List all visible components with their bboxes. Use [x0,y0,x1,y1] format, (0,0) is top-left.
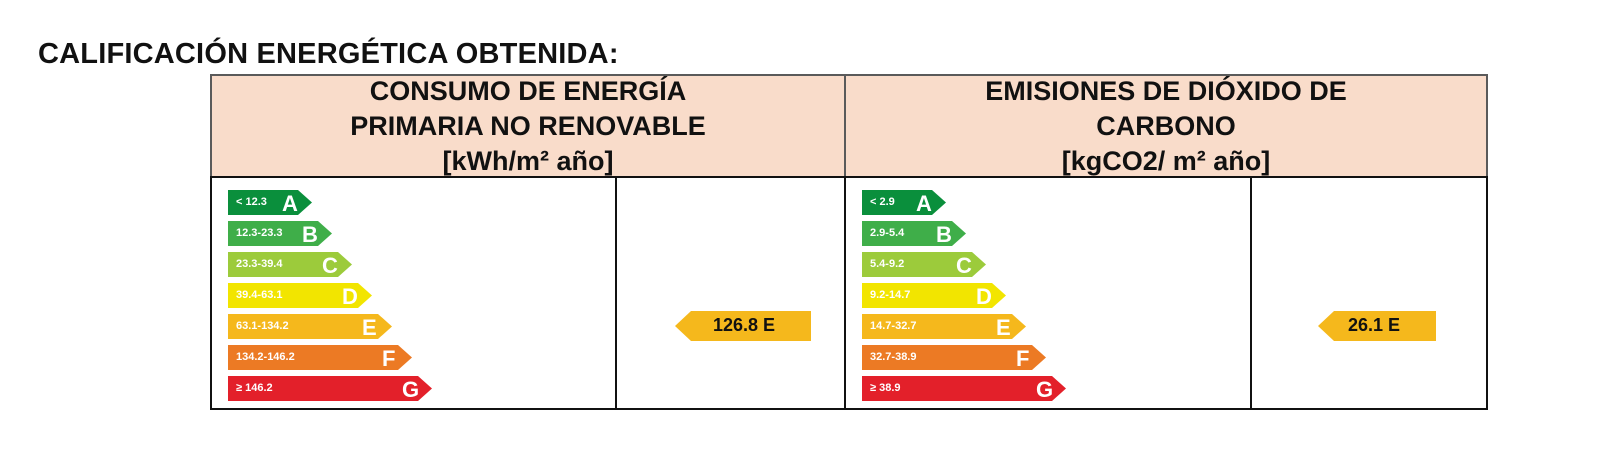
energy-result-value: 126.8 E [713,315,776,335]
energy-rating-arrow-a [228,190,312,215]
energy-range-label: 63.1-134.2 [236,320,289,332]
energy-result-arrow [675,311,811,341]
co2-rating-scale: < 2.9 A 2.9-5.4 B 5.4-9.2 C 9.2-14.7 D 14.7-32.7… [844,176,1252,410]
energy-range-label: < 12.3 [236,196,267,208]
energy-rating-arrow-f [228,345,412,370]
co2-class-letter: B [936,222,952,247]
co2-rating-bar-c: 5.4-9.2 C [862,252,986,278]
energy-rating-bar-e: 63.1-134.2 E [228,314,392,340]
energy-result-cell: 126.8 E [615,176,846,410]
co2-class-letter: C [956,253,972,278]
co2-range-label: 5.4-9.2 [870,258,905,270]
energy-rating-arrow-b [228,221,332,246]
co2-header-line2: CARBONO [1096,110,1236,141]
energy-certificate-table: CONSUMO DE ENERGÍA PRIMARIA NO RENOVABLE… [210,74,1488,410]
energy-rating-scale: < 12.3 A 12.3-23.3 B 23.3-39.4 C 39.4-63.1 D 63.… [210,176,617,410]
co2-rating-bar-b: 2.9-5.4 B [862,221,966,247]
energy-range-label: 39.4-63.1 [236,289,283,301]
co2-range-label: 2.9-5.4 [870,227,905,239]
energy-rating-arrow-e [228,314,392,339]
energy-rating-bar-b: 12.3-23.3 B [228,221,332,247]
co2-rating-bar-f: 32.7-38.9 F [862,345,1046,371]
co2-rating-bar-a: < 2.9 A [862,190,946,216]
energy-range-label: 23.3-39.4 [236,258,283,270]
energy-class-letter: G [402,377,420,402]
energy-rating-bar-d: 39.4-63.1 D [228,283,372,309]
energy-rating-arrow-c [228,252,352,277]
co2-emissions-header: EMISIONES DE DIÓXIDO DE CARBONO [kgCO2/ … [844,74,1488,178]
energy-class-letter: E [362,315,377,340]
co2-rating-arrow-b [862,221,966,246]
page-title: CALIFICACIÓN ENERGÉTICA OBTENIDA: [38,38,619,70]
energy-header-line1: CONSUMO DE ENERGÍA [369,75,687,106]
co2-rating-arrow-c [862,252,986,277]
energy-class-letter: B [302,222,318,247]
co2-rating-arrow-d [862,283,1006,308]
energy-header-line2: PRIMARIA NO RENOVABLE [350,110,706,141]
co2-class-letter: D [976,284,992,309]
co2-rating-arrow-f [862,345,1046,370]
energy-range-label: 134.2-146.2 [236,351,295,363]
energy-class-letter: A [282,191,298,216]
co2-range-label: < 2.9 [870,196,895,208]
co2-rating-arrow-a [862,190,946,215]
co2-rating-arrow-e [862,314,1026,339]
co2-scale-ladder: < 2.9 A 2.9-5.4 B 5.4-9.2 C 9.2-14.7 D 14.7-32.7… [862,190,1066,407]
co2-class-letter: A [916,191,932,216]
co2-result-value: 26.1 E [1348,315,1401,335]
co2-result-arrow [1318,311,1436,341]
co2-rating-bar-d: 9.2-14.7 D [862,283,1006,309]
co2-range-label: 32.7-38.9 [870,351,917,363]
co2-range-label: 14.7-32.7 [870,320,917,332]
energy-header-unit: [kWh/m² año] [442,145,614,176]
co2-rating-bar-g: ≥ 38.9 G [862,376,1066,402]
energy-rating-arrow-g [228,376,432,401]
energy-class-letter: F [382,346,396,371]
energy-consumption-header: CONSUMO DE ENERGÍA PRIMARIA NO RENOVABLE… [210,74,846,178]
co2-header-unit: [kgCO2/ m² año] [1061,145,1271,176]
co2-rating-arrow-g [862,376,1066,401]
co2-class-letter: E [996,315,1011,340]
energy-scale-ladder: < 12.3 A 12.3-23.3 B 23.3-39.4 C 39.4-63.1 D 63.… [228,190,432,407]
co2-range-label: 9.2-14.7 [870,289,911,301]
energy-rating-bar-f: 134.2-146.2 F [228,345,412,371]
co2-range-label: ≥ 38.9 [870,382,901,394]
co2-class-letter: F [1016,346,1030,371]
energy-range-label: 12.3-23.3 [236,227,283,239]
energy-rating-bar-g: ≥ 146.2 G [228,376,432,402]
energy-range-label: ≥ 146.2 [236,382,273,394]
co2-rating-bar-e: 14.7-32.7 E [862,314,1026,340]
co2-header-line1: EMISIONES DE DIÓXIDO DE [985,75,1347,106]
co2-class-letter: G [1036,377,1054,402]
co2-result-cell: 26.1 E [1250,176,1488,410]
energy-class-letter: D [342,284,358,309]
energy-rating-arrow-d [228,283,372,308]
energy-rating-bar-a: < 12.3 A [228,190,312,216]
energy-rating-bar-c: 23.3-39.4 C [228,252,352,278]
energy-class-letter: C [322,253,338,278]
